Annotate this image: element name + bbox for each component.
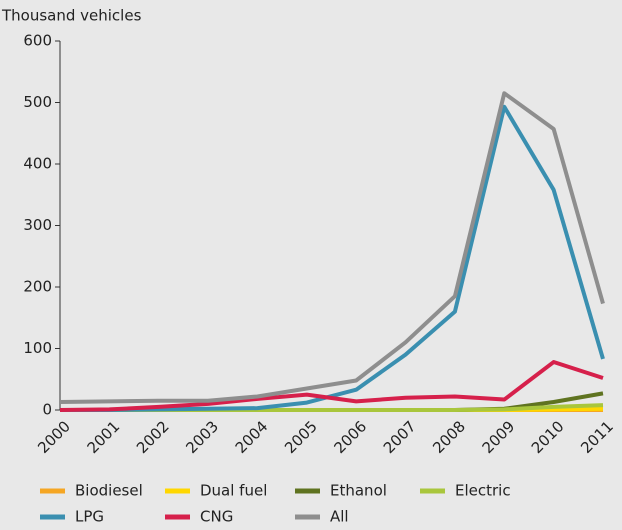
legend-label: CNG bbox=[200, 508, 233, 526]
legend-label: All bbox=[330, 508, 349, 526]
x-tick-label: 2001 bbox=[84, 417, 124, 457]
x-tick-label: 2011 bbox=[577, 417, 617, 457]
series-line bbox=[59, 360, 604, 412]
y-axis-label: Thousand vehicles bbox=[1, 7, 142, 25]
series-line bbox=[60, 104, 605, 412]
x-tick-label: 2003 bbox=[182, 417, 222, 457]
y-tick-label: 400 bbox=[23, 155, 52, 173]
x-tick-label: 2007 bbox=[380, 417, 420, 457]
y-tick-label: 0 bbox=[42, 401, 52, 419]
x-tick-label: 2004 bbox=[232, 417, 272, 457]
y-tick-label: 300 bbox=[23, 216, 52, 234]
x-tick-label: 2009 bbox=[479, 417, 519, 457]
x-tick-label: 2008 bbox=[429, 417, 469, 457]
legend-label: LPG bbox=[75, 508, 104, 526]
y-tick-label: 600 bbox=[23, 32, 52, 50]
x-tick-label: 2005 bbox=[281, 417, 321, 457]
x-tick-label: 2000 bbox=[34, 417, 74, 457]
legend-label: Ethanol bbox=[330, 482, 387, 500]
legend-label: Electric bbox=[455, 482, 511, 500]
x-tick-label: 2002 bbox=[133, 417, 173, 457]
y-tick-label: 100 bbox=[23, 339, 52, 357]
y-tick-label: 200 bbox=[23, 278, 52, 296]
y-tick-label: 500 bbox=[23, 93, 52, 111]
legend-label: Biodiesel bbox=[75, 482, 143, 500]
legend-label: Dual fuel bbox=[200, 482, 267, 500]
x-tick-label: 2006 bbox=[330, 417, 370, 457]
series-line bbox=[59, 91, 605, 405]
x-tick-label: 2010 bbox=[528, 417, 568, 457]
